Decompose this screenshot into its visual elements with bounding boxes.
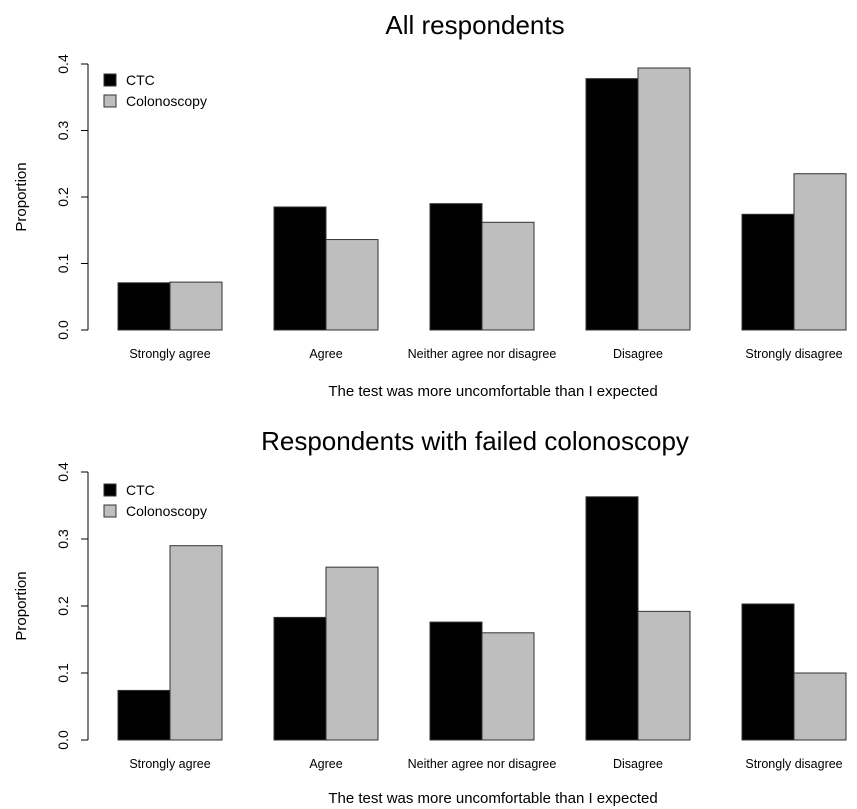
bar-colonoscopy	[481, 632, 535, 741]
bar-ctc	[429, 621, 483, 741]
bar-ctc	[117, 689, 171, 741]
y-tick-label: 0.1	[55, 254, 71, 274]
legend-swatch	[103, 94, 117, 108]
chart-panel-2: Respondents with failed colonoscopy 0.0 0.…	[13, 426, 847, 807]
y-tick-label: 0.3	[55, 121, 71, 141]
bar-colonoscopy	[637, 610, 691, 741]
y-tick-label: 0.4	[55, 54, 71, 74]
x-tick-label: Neither agree nor disagree	[408, 757, 557, 771]
chart-title: Respondents with failed colonoscopy	[261, 426, 689, 456]
legend-swatch	[103, 504, 117, 518]
bar-ctc	[741, 213, 795, 331]
y-axis-label: Proportion	[13, 571, 30, 640]
bar-ctc	[585, 496, 639, 741]
legend-swatch	[103, 73, 117, 87]
x-tick-label: Strongly agree	[129, 757, 210, 771]
y-tick-label: 0.3	[55, 529, 71, 549]
chart-panel-1: All respondents 0.0 0.1 0.2 0.3 0.4 Proportion…	[13, 10, 847, 400]
bar-colonoscopy	[325, 566, 379, 741]
bar-ctc	[117, 282, 171, 331]
x-tick-label: Agree	[309, 347, 342, 361]
x-tick-label: Strongly agree	[129, 347, 210, 361]
bar-ctc	[273, 616, 327, 741]
legend: CTC Colonoscopy	[103, 72, 207, 109]
x-tick-label: Disagree	[613, 757, 663, 771]
bar-ctc	[741, 603, 795, 741]
legend-label: Colonoscopy	[126, 503, 207, 519]
bar-ctc	[429, 203, 483, 331]
x-tick-label: Agree	[309, 757, 342, 771]
x-tick-label: Strongly disagree	[745, 347, 842, 361]
x-tick-label: Neither agree nor disagree	[408, 347, 557, 361]
y-tick-label: 0.2	[55, 596, 71, 616]
y-tick-label: 0.2	[55, 187, 71, 207]
y-tick-label: 0.0	[55, 730, 71, 750]
legend-label: CTC	[126, 72, 155, 88]
x-tick-label: Disagree	[613, 347, 663, 361]
x-axis-label: The test was more uncomfortable than I e…	[328, 790, 657, 807]
chart-title: All respondents	[385, 10, 564, 40]
bar-colonoscopy	[793, 672, 847, 741]
y-tick-label: 0.0	[55, 320, 71, 340]
y-tick-label: 0.1	[55, 663, 71, 683]
bar-ctc	[585, 78, 639, 331]
bar-colonoscopy	[325, 239, 379, 331]
legend-label: CTC	[126, 482, 155, 498]
bar-colonoscopy	[481, 221, 535, 331]
bar-colonoscopy	[169, 281, 223, 331]
legend: CTC Colonoscopy	[103, 482, 207, 519]
bar-ctc	[273, 206, 327, 331]
x-axis-label: The test was more uncomfortable than I e…	[328, 383, 657, 400]
bar-colonoscopy	[169, 545, 223, 741]
bar-colonoscopy	[793, 173, 847, 331]
legend-label: Colonoscopy	[126, 93, 207, 109]
y-axis-label: Proportion	[13, 162, 30, 231]
y-tick-label: 0.4	[55, 462, 71, 482]
legend-swatch	[103, 483, 117, 497]
x-tick-label: Strongly disagree	[745, 757, 842, 771]
bar-colonoscopy	[637, 67, 691, 331]
